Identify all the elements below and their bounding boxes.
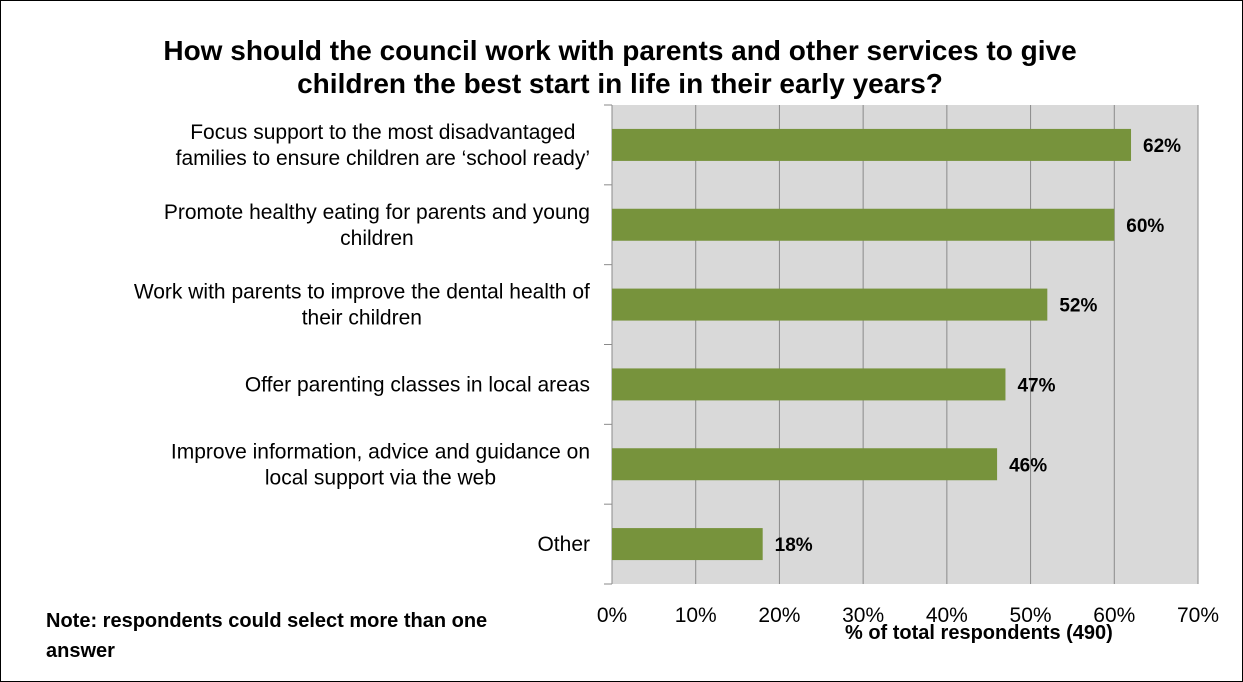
category-labels: Focus support to the most disadvantaged f… bbox=[134, 121, 590, 556]
axes bbox=[604, 104, 613, 585]
x-tick-label: 60% bbox=[1093, 604, 1135, 627]
x-tick-label: 30% bbox=[842, 604, 884, 627]
bar bbox=[612, 208, 1115, 241]
bar bbox=[612, 128, 1132, 161]
x-axis-title: % of total respondents (490) bbox=[845, 622, 1113, 644]
data-label: 18% bbox=[775, 535, 813, 556]
category-label: Focus support to the most disadvantaged f… bbox=[176, 121, 590, 170]
category-label: Improve information, advice and guidance… bbox=[171, 440, 590, 489]
category-label: Promote healthy eating for parents and y… bbox=[164, 201, 590, 250]
data-labels: 62% 60% 52% 47% 46% 18% bbox=[775, 136, 1181, 556]
chart-title: How should the council work with parents… bbox=[163, 35, 1077, 99]
gridlines bbox=[695, 105, 1199, 584]
bar bbox=[612, 368, 1006, 401]
x-tick-label: 20% bbox=[758, 604, 800, 627]
x-tick-label: 40% bbox=[926, 604, 968, 627]
data-label: 62% bbox=[1143, 136, 1181, 157]
bar bbox=[612, 288, 1048, 321]
category-label: Offer parenting classes in local areas bbox=[245, 373, 590, 396]
category-label: Work with parents to improve the dental … bbox=[134, 281, 590, 330]
data-label: 46% bbox=[1009, 455, 1047, 476]
bar bbox=[612, 528, 763, 561]
footnote: Note: respondents could select more than… bbox=[46, 610, 488, 662]
x-tick-label: 0% bbox=[597, 604, 627, 627]
plot-area bbox=[612, 105, 1198, 584]
x-tick-label: 10% bbox=[675, 604, 717, 627]
x-tick-label: 70% bbox=[1177, 604, 1219, 627]
data-label: 60% bbox=[1126, 216, 1164, 237]
bars bbox=[612, 128, 1132, 561]
x-tick-labels: 0% 10% 20% 30% 40% 50% 60% 70% bbox=[597, 604, 1219, 627]
bar bbox=[612, 448, 998, 481]
data-label: 52% bbox=[1059, 296, 1097, 317]
category-label: Other bbox=[537, 533, 590, 556]
x-tick-label: 50% bbox=[1010, 604, 1052, 627]
data-label: 47% bbox=[1017, 375, 1055, 396]
